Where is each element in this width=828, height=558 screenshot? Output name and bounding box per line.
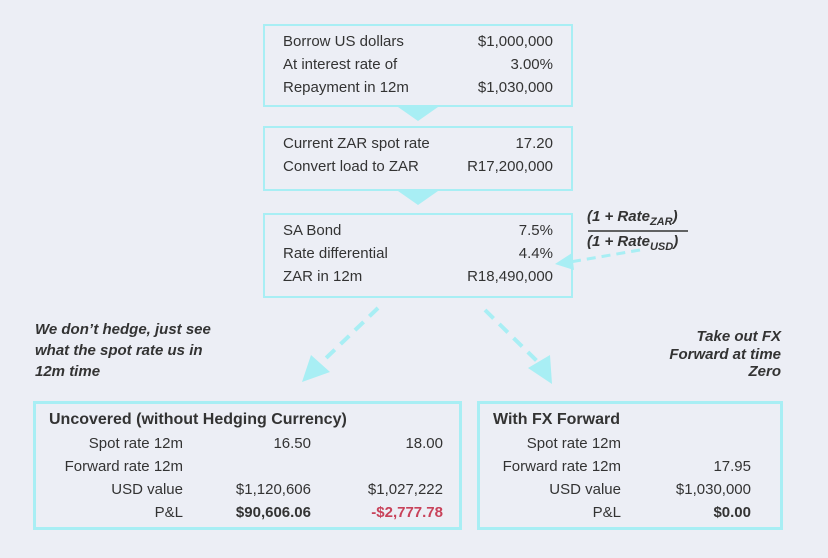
row-value: 7.5% — [518, 222, 553, 239]
row-label: Spot rate 12m — [526, 435, 621, 452]
dashed-line — [483, 308, 540, 364]
note-line: what the spot rate us in — [35, 342, 203, 359]
info-box — [263, 213, 573, 298]
row-value: 17.20 — [515, 135, 553, 152]
row-value: $1,027,222 — [367, 481, 443, 498]
row-value: $1,030,000 — [477, 79, 553, 96]
row-value: 18.00 — [405, 435, 443, 452]
row-value: $1,030,000 — [675, 481, 751, 498]
box-title: With FX Forward — [493, 411, 620, 428]
row-value: $90,606.06 — [235, 504, 311, 521]
down-arrow — [398, 191, 438, 205]
row-value: 16.50 — [273, 435, 311, 452]
row-label: Forward rate 12m — [64, 458, 183, 475]
formula-numerator: (1 + RateZAR) — [587, 208, 678, 228]
info-box — [263, 126, 573, 191]
text: (1 + Rate — [587, 208, 650, 225]
info-box — [263, 24, 573, 107]
row-label: Rate differential — [283, 245, 388, 262]
dashed-line — [320, 306, 380, 364]
dashed-line — [569, 248, 641, 264]
note-line: 12m time — [35, 363, 101, 380]
note-line: Forward at time — [669, 345, 781, 363]
row-value: 3.00% — [510, 56, 553, 73]
row-value: 17.95 — [713, 458, 751, 475]
row-label: Convert load to ZAR — [283, 158, 419, 175]
note-line: We don’t hedge, just see — [35, 321, 211, 338]
down-arrow — [398, 107, 438, 121]
arrow-head — [528, 355, 552, 384]
note-line: Take out FX — [696, 328, 781, 345]
row-label: Forward rate 12m — [502, 458, 621, 475]
text: (1 + Rate — [587, 233, 650, 250]
row-label: At interest rate of — [283, 56, 398, 73]
row-label: ZAR in 12m — [283, 268, 363, 285]
row-label: P&L — [154, 504, 183, 521]
row-value: 4.4% — [518, 245, 553, 262]
result-box — [33, 401, 462, 530]
row-label: USD value — [111, 481, 183, 498]
formula-denominator: (1 + RateUSD) — [587, 233, 678, 253]
arrow-head — [555, 253, 574, 270]
row-label: SA Bond — [283, 222, 342, 239]
row-value: R18,490,000 — [467, 268, 553, 285]
subscript: ZAR — [649, 216, 673, 228]
row-value: $0.00 — [713, 504, 751, 521]
row-value: $1,000,000 — [477, 33, 553, 50]
box-title: Uncovered (without Hedging Currency) — [49, 411, 347, 428]
row-value: -$2,777.78 — [371, 504, 443, 521]
note-line: Zero — [748, 363, 781, 380]
text: ) — [673, 233, 679, 250]
row-label: Borrow US dollars — [283, 33, 404, 50]
row-value: R17,200,000 — [467, 158, 553, 175]
row-label: Repayment in 12m — [283, 79, 409, 96]
row-value: $1,120,606 — [235, 481, 311, 498]
row-label: P&L — [592, 504, 621, 521]
result-box — [477, 401, 783, 530]
arrow-head — [302, 355, 330, 382]
row-label: USD value — [549, 481, 621, 498]
text: ) — [672, 208, 678, 225]
row-label: Current ZAR spot rate — [283, 135, 430, 152]
row-label: Spot rate 12m — [88, 435, 183, 452]
subscript: USD — [649, 241, 674, 253]
